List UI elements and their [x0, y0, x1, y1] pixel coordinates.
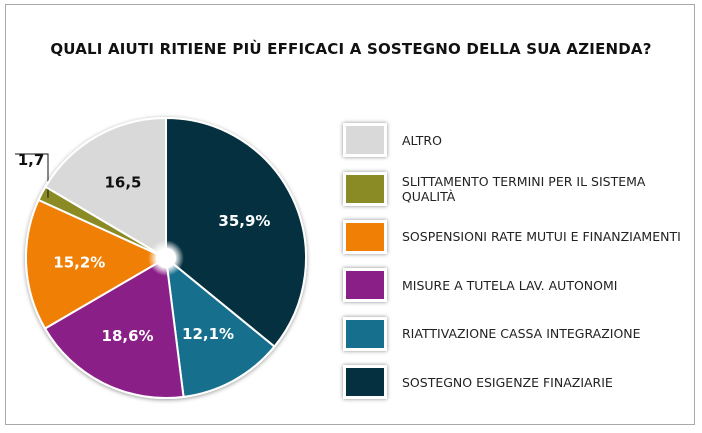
chart-title: QUALI AIUTI RITIENE PIÙ EFFICACI A SOSTE…	[50, 40, 652, 58]
slice-label: 15,2%	[53, 253, 105, 271]
legend-label: SLITTAMENTO TERMINI PER IL SISTEMA QUALI…	[401, 173, 646, 204]
legend: ALTRO SLITTAMENTO TERMINI PER IL SISTEMA …	[343, 116, 702, 406]
slice-label: 16,5	[104, 174, 141, 192]
slice-label: 18,6%	[102, 327, 154, 345]
legend-item: RIATTIVAZIONE CASSA INTEGRAZIONE	[343, 310, 702, 358]
center-hole	[156, 248, 176, 268]
pie-slice	[165, 116, 307, 348]
slice-label: 12,1%	[182, 325, 234, 343]
legend-swatch	[343, 365, 387, 400]
pie-slice	[25, 198, 169, 330]
legend-swatch	[343, 316, 387, 351]
legend-label: MISURE A TUTELA LAV. AUTONOMI	[402, 277, 618, 293]
chart-frame	[5, 4, 695, 425]
pie-slice	[43, 256, 185, 399]
legend-swatch	[343, 171, 387, 206]
slice-label: 35,9%	[218, 212, 270, 230]
pie-slice	[164, 255, 276, 399]
legend-item: SLITTAMENTO TERMINI PER IL SISTEMA QUALI…	[343, 164, 702, 212]
legend-swatch	[343, 123, 387, 158]
legend-swatch	[343, 219, 387, 254]
legend-item: MISURE A TUTELA LAV. AUTONOMI	[343, 261, 702, 309]
pie-slice	[44, 116, 167, 260]
legend-label: SOSPENSIONI RATE MUTUI E FINANZIAMENTI	[402, 229, 681, 245]
legend-item: SOSTEGNO ESIGENZE FINAZIARIE	[343, 358, 702, 406]
legend-label: ALTRO	[402, 132, 442, 148]
legend-swatch	[343, 268, 387, 303]
slice-label: 1,7	[18, 151, 45, 169]
legend-item: ALTRO	[343, 116, 702, 164]
legend-label: RIATTIVAZIONE CASSA INTEGRAZIONE	[402, 326, 641, 342]
legend-label: SOSTEGNO ESIGENZE FINAZIARIE	[402, 374, 613, 390]
legend-item: SOSPENSIONI RATE MUTUI E FINANZIAMENTI	[343, 213, 702, 261]
